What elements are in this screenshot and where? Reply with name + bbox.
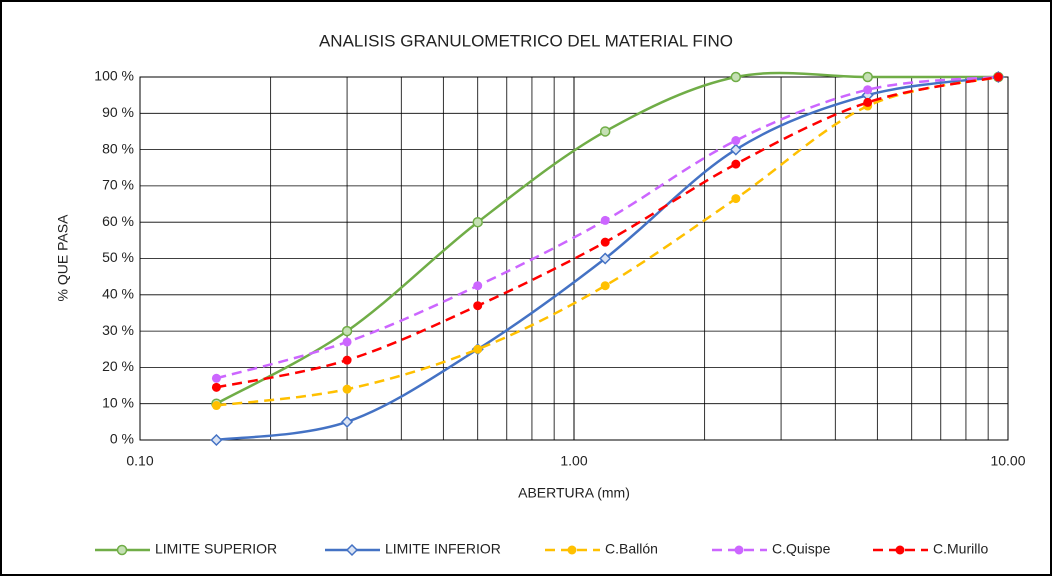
y-axis-label: % QUE PASA (55, 214, 71, 302)
chart-title: ANALISIS GRANULOMETRICO DEL MATERIAL FIN… (319, 31, 733, 50)
legend-label: LIMITE SUPERIOR (155, 541, 277, 557)
marker (341, 325, 353, 337)
x-tick-label: 1.00 (560, 453, 587, 469)
legend-marker (895, 545, 905, 555)
marker (211, 401, 221, 411)
marker (863, 97, 873, 107)
y-tick-label: 60 % (102, 213, 134, 229)
legend-marker (116, 544, 128, 556)
marker (863, 85, 873, 95)
y-tick-label: 100 % (94, 68, 134, 84)
y-tick-label: 40 % (102, 286, 134, 302)
plot-border (139, 76, 1009, 441)
marker (210, 433, 223, 447)
y-tick-label: 10 % (102, 394, 134, 410)
marker (731, 194, 741, 204)
marker (472, 216, 483, 228)
marker (342, 355, 352, 365)
y-tick-label: 0 % (110, 431, 134, 447)
marker (731, 159, 741, 169)
y-tick-label: 20 % (102, 358, 134, 374)
marker (473, 301, 483, 311)
marker (599, 126, 611, 137)
y-tick-label: 70 % (102, 177, 134, 193)
x-tick-label: 0.10 (126, 453, 153, 469)
x-axis-label: ABERTURA (mm) (518, 485, 630, 501)
marker (211, 373, 221, 383)
marker (341, 415, 354, 428)
legend-label: C.Quispe (772, 541, 831, 557)
marker (473, 344, 483, 354)
legend-label: C.Ballón (605, 541, 658, 557)
marker (342, 337, 352, 347)
x-tick-label: 10.00 (990, 453, 1025, 469)
marker (599, 252, 612, 265)
marker (600, 237, 610, 247)
y-tick-label: 30 % (102, 322, 134, 338)
marker (473, 281, 483, 291)
marker (730, 71, 742, 83)
y-tick-label: 90 % (102, 104, 134, 120)
marker (211, 382, 221, 392)
marker (600, 281, 610, 291)
y-tick-label: 50 % (102, 249, 134, 265)
marker (731, 136, 741, 146)
legend-label: LIMITE INFERIOR (385, 541, 501, 557)
marker (729, 143, 742, 156)
marker (600, 215, 610, 225)
y-tick-label: 80 % (102, 140, 134, 156)
marker (993, 72, 1003, 82)
legend-label: C.Murillo (933, 541, 988, 557)
legend-marker (567, 545, 577, 555)
marker (342, 384, 352, 394)
legend-marker (345, 543, 359, 557)
marker (862, 71, 873, 83)
legend-marker (734, 545, 744, 555)
